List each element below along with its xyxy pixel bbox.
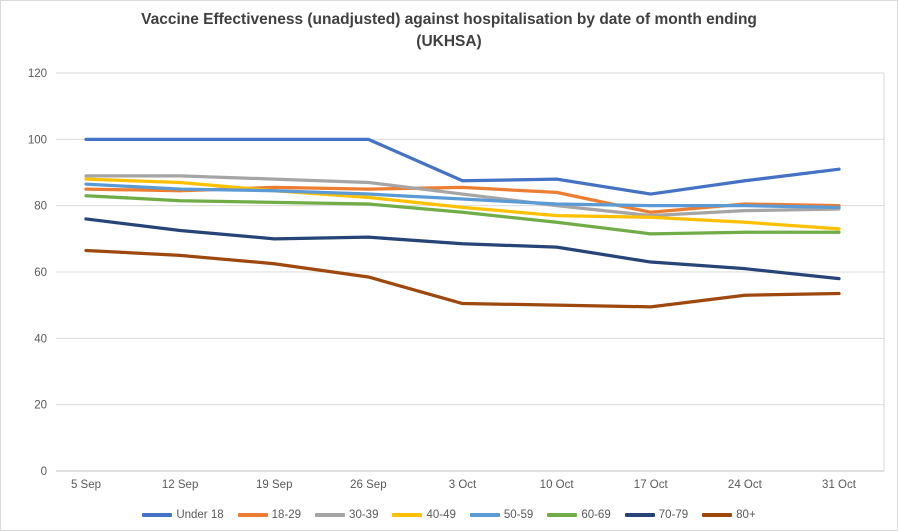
legend-label: 70-79 — [658, 509, 689, 521]
y-tick-label: 80 — [34, 201, 47, 213]
series-line-50-59 — [84, 182, 841, 209]
series-line-60-69 — [84, 194, 841, 236]
x-tick-label: 5 Sep — [71, 479, 101, 491]
chart-title-line2: (UKHSA) — [416, 33, 482, 50]
chart-title-line1: Vaccine Effectiveness (unadjusted) again… — [141, 11, 757, 28]
legend-item-30-39: 30-39 — [315, 509, 378, 521]
y-tick-label: 40 — [34, 333, 47, 345]
chart-title: Vaccine Effectiveness (unadjusted) again… — [1, 9, 897, 53]
legend-line-marker-icon — [469, 513, 500, 517]
x-tick-label: 10 Oct — [540, 479, 575, 491]
y-tick-label: 100 — [28, 134, 47, 146]
y-tick-label: 20 — [34, 400, 47, 412]
legend-line-marker-icon — [315, 513, 346, 517]
legend-item-70-79: 70-79 — [624, 509, 689, 521]
legend-label: 80+ — [736, 509, 756, 521]
legend-label: 18-29 — [271, 509, 302, 521]
y-tick-label: 120 — [28, 68, 47, 80]
legend-label: Under 18 — [176, 509, 224, 521]
legend-line-marker-icon — [142, 513, 173, 517]
legend-line-marker-icon — [702, 513, 733, 517]
series-line-40-49 — [84, 177, 841, 231]
legend-item-50-59: 50-59 — [469, 509, 534, 521]
legend: Under 18 18-29 30-39 40-49 50-59 60-69 70-79 80… — [1, 509, 897, 521]
legend-line-marker-icon — [547, 513, 578, 517]
x-tick-label: 3 Oct — [449, 479, 477, 491]
legend-item-60-69: 60-69 — [547, 509, 611, 521]
x-tick-label: 26 Sep — [350, 479, 386, 491]
x-tick-label: 24 Oct — [728, 479, 763, 491]
legend-item-under-18: Under 18 — [142, 509, 224, 521]
legend-item-18-29: 18-29 — [237, 509, 302, 521]
y-tick-label: 60 — [34, 267, 47, 279]
x-tick-label: 12 Sep — [162, 479, 198, 491]
x-tick-label: 17 Oct — [634, 479, 669, 491]
x-tick-label: 19 Sep — [256, 479, 292, 491]
legend-label: 40-49 — [426, 509, 456, 521]
series-line-under-18 — [84, 137, 841, 196]
legend-label: 30-39 — [349, 509, 379, 521]
legend-line-marker-icon — [392, 513, 423, 517]
series-line-30-39 — [84, 174, 841, 218]
legend-item-80-: 80+ — [702, 509, 756, 521]
legend-line-marker-icon — [624, 513, 655, 517]
legend-label: 50-59 — [503, 509, 534, 521]
y-tick-label: 0 — [41, 466, 47, 478]
series-line-70-79 — [84, 217, 841, 281]
legend-item-40-49: 40-49 — [392, 509, 456, 521]
series-line-80- — [84, 248, 841, 309]
legend-label: 60-69 — [581, 509, 611, 521]
x-tick-label: 31 Oct — [822, 479, 857, 491]
legend-line-marker-icon — [237, 513, 268, 517]
